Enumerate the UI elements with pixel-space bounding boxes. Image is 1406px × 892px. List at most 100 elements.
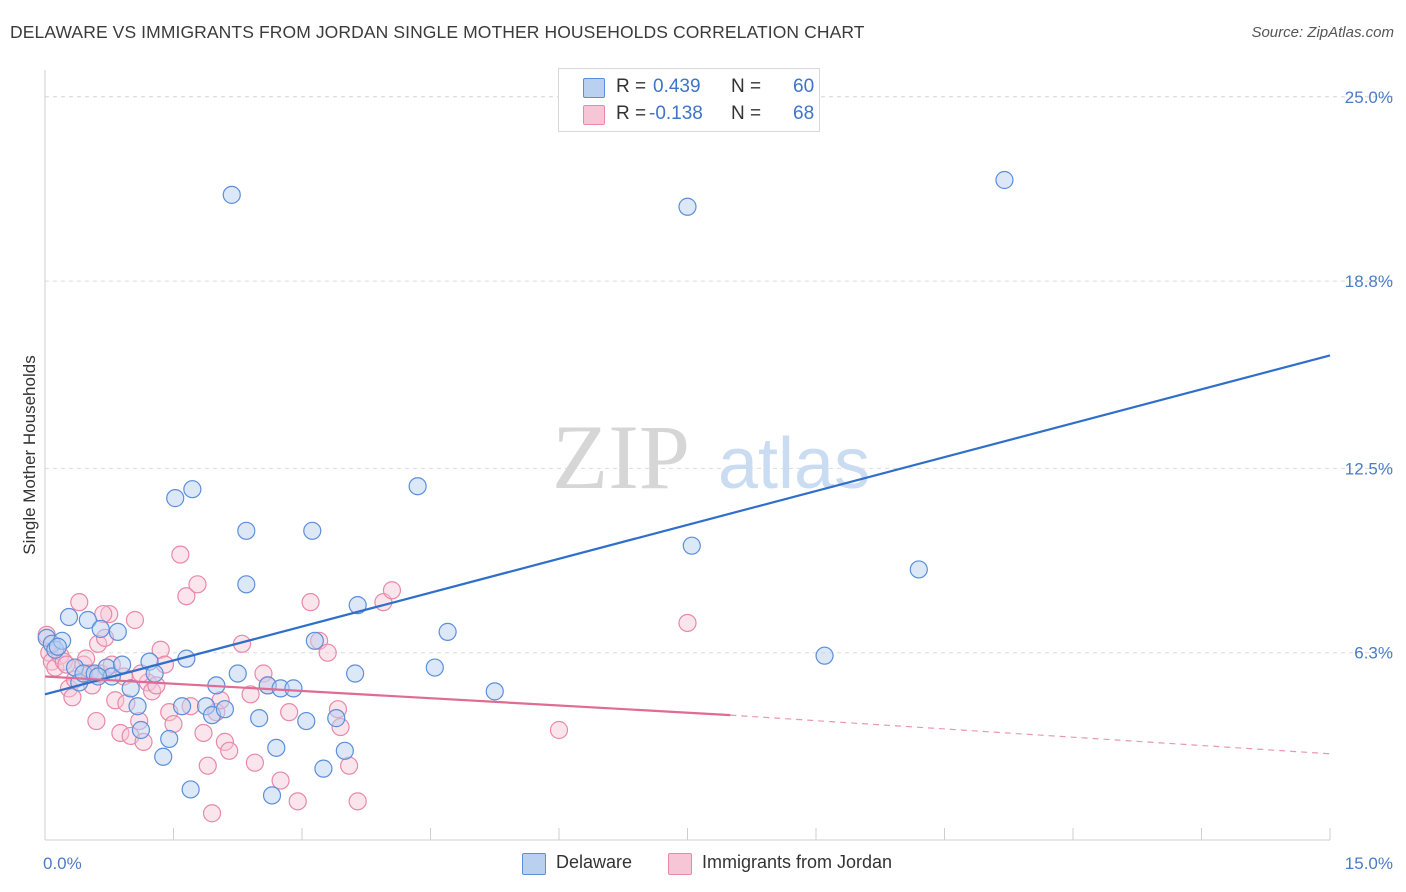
delaware-point: [172, 697, 192, 716]
delaware-point: [112, 655, 132, 674]
stats-r-label: R =: [616, 103, 647, 124]
delaware-point: [327, 709, 346, 728]
stats-n-label: N =: [731, 103, 762, 124]
delaware-point: [228, 664, 247, 683]
jordan-point: [198, 756, 217, 775]
x-tick-label: 15.0%: [1345, 854, 1393, 873]
delaware-point: [128, 697, 147, 716]
legend-label-jordan: Immigrants from Jordan: [702, 852, 893, 872]
legend-label-delaware: Delaware: [556, 852, 633, 872]
delaware-point: [682, 536, 701, 555]
delaware-point: [250, 709, 269, 728]
delaware-point: [91, 619, 110, 639]
watermark: ZIP atlas: [552, 406, 870, 508]
jordan-point: [318, 643, 337, 662]
delaware-point: [267, 738, 286, 757]
jordan-point: [125, 610, 145, 630]
y-tick-label: 18.8%: [1345, 272, 1393, 291]
y-tick-label: 25.0%: [1345, 88, 1393, 107]
jordan-point: [171, 545, 190, 564]
delaware-point: [678, 197, 697, 216]
stats-r-value: 0.439: [653, 76, 701, 97]
jordan-point: [106, 691, 125, 710]
stats-swatch-delaware: [583, 78, 605, 98]
jordan-point: [220, 741, 239, 760]
stats-box: R = 0.439 N = 60 R = -0.138 N = 68: [558, 68, 820, 132]
jordan-point: [549, 720, 569, 740]
delaware-point: [485, 682, 504, 701]
delaware-point: [183, 480, 202, 499]
delaware-trend-line: [44, 354, 1331, 696]
delaware-point: [909, 560, 928, 579]
stats-n-value: 60: [793, 76, 815, 97]
delaware-point: [237, 575, 256, 594]
delaware-point: [425, 658, 444, 677]
jordan-point: [271, 771, 290, 790]
delaware-point: [346, 664, 365, 683]
jordan-point: [194, 723, 213, 743]
stats-n-value: 68: [793, 103, 815, 124]
delaware-point: [48, 637, 67, 656]
trend-lines: [44, 354, 1331, 755]
jordan-point: [188, 575, 207, 594]
delaware-point: [335, 741, 354, 760]
delaware-point: [166, 489, 185, 508]
watermark-atlas: atlas: [718, 424, 870, 504]
delaware-point: [215, 700, 234, 719]
jordan-point: [245, 753, 264, 772]
delaware-point: [297, 711, 316, 731]
delaware-point: [408, 477, 427, 496]
series-delaware-points: [37, 170, 1014, 805]
stats-n-label: N =: [731, 76, 762, 97]
jordan-point: [100, 604, 119, 624]
delaware-point: [237, 521, 256, 540]
stats-r-label: R =: [616, 76, 647, 97]
jordan-point: [63, 688, 82, 707]
delaware-point: [222, 185, 241, 204]
y-tick-label: 6.3%: [1354, 644, 1393, 663]
delaware-point: [815, 646, 834, 665]
x-tick-label: 0.0%: [43, 854, 82, 873]
jordan-point: [348, 792, 367, 811]
jordan-point: [241, 685, 260, 704]
jordan-point: [288, 792, 307, 811]
delaware-point: [303, 521, 322, 540]
jordan-point: [678, 613, 697, 633]
jordan-point: [111, 723, 130, 743]
watermark-zip: ZIP: [552, 406, 690, 508]
source-label: Source: ZipAtlas.com: [1251, 24, 1394, 41]
tick-labels: 6.3% 12.5% 18.8% 25.0% 0.0% 15.0%: [43, 88, 1393, 873]
delaware-point: [121, 679, 140, 698]
delaware-point: [78, 610, 97, 630]
jordan-point: [87, 711, 106, 731]
jordan-point: [301, 593, 320, 612]
jordan-trend-extension: [730, 714, 1331, 755]
delaware-point: [438, 622, 457, 641]
jordan-trend-line: [44, 675, 731, 717]
legend-swatch-jordan: [668, 853, 692, 875]
delaware-point: [131, 720, 151, 740]
jordan-point: [202, 804, 222, 823]
jordan-point: [70, 593, 89, 612]
gridlines: [45, 96, 1395, 654]
y-tick-label: 12.5%: [1345, 459, 1393, 478]
delaware-point: [995, 170, 1014, 190]
stats-swatch-jordan: [583, 105, 605, 125]
jordan-point: [280, 703, 299, 722]
stats-r-value: -0.138: [649, 103, 703, 124]
delaware-point: [314, 759, 333, 778]
delaware-point: [181, 780, 200, 799]
legend-swatch-delaware: [522, 853, 546, 875]
delaware-point: [262, 786, 282, 805]
jordan-point: [151, 640, 170, 659]
delaware-point: [154, 747, 173, 766]
delaware-point: [348, 596, 367, 615]
delaware-point: [108, 622, 127, 641]
axes: [44, 70, 1331, 841]
jordan-point: [215, 732, 234, 751]
jordan-point: [94, 604, 113, 624]
delaware-point: [59, 607, 79, 627]
chart-title: DELAWARE VS IMMIGRANTS FROM JORDAN SINGL…: [10, 22, 865, 42]
delaware-point: [160, 729, 179, 749]
